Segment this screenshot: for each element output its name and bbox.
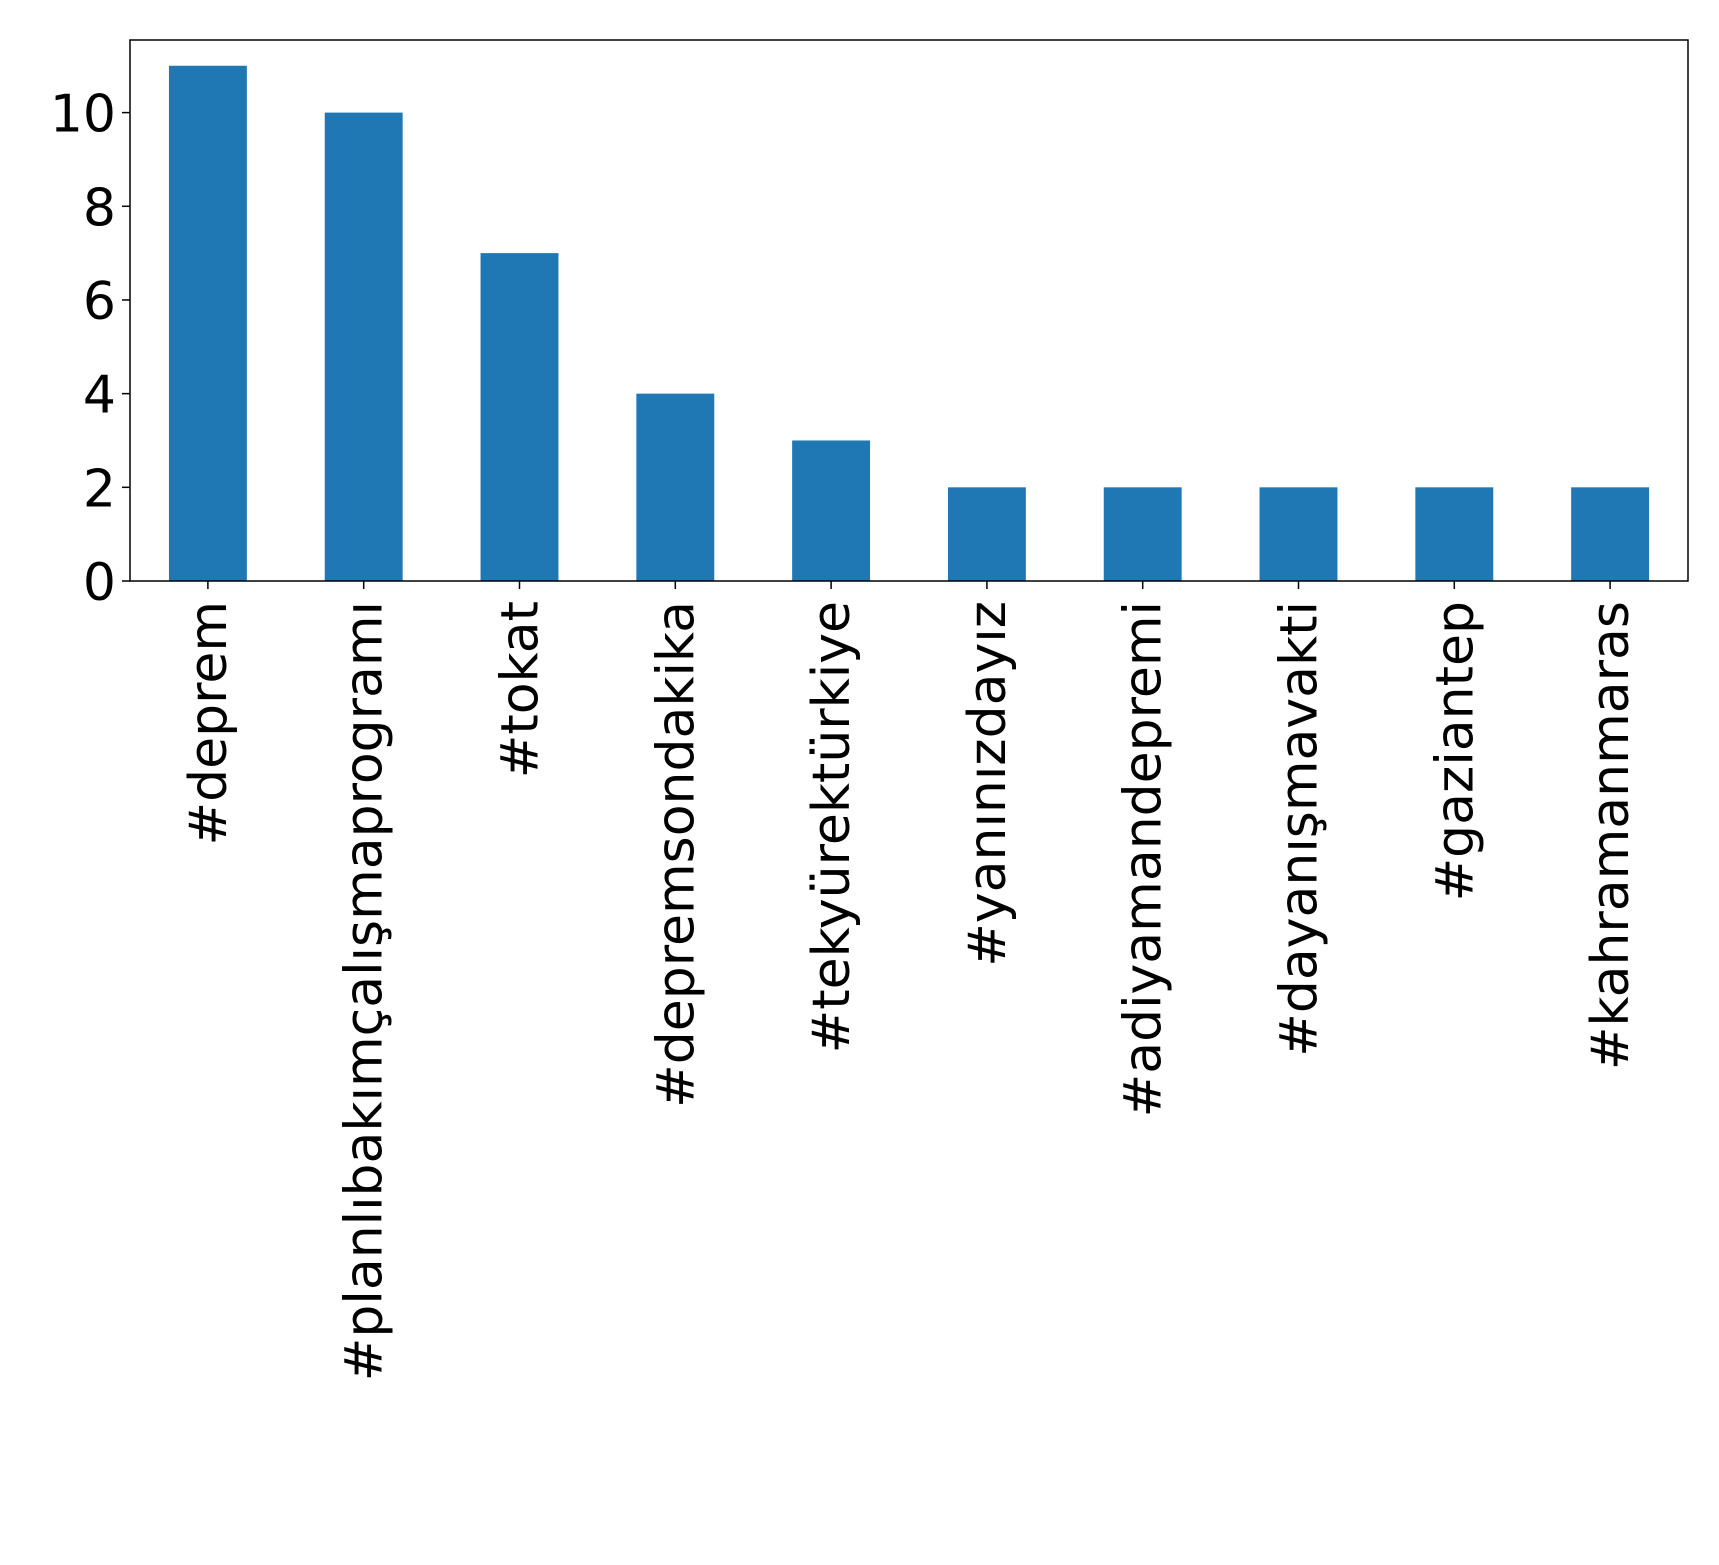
bar-7 [1259,487,1338,581]
bar-0 [168,65,247,581]
x-tick-labels: #deprem #planlıbakımçalışmaprogramı #tokat… [179,601,1641,1381]
x-tick-label-6: #adiyamandepremi [1114,601,1174,1117]
x-tick-label-1: #planlıbakımçalışmaprogramı [335,601,395,1381]
bar-9 [1571,487,1650,581]
bar-2 [480,253,559,581]
x-tick-marks [207,581,1611,589]
bar-4 [792,440,871,581]
y-tick-label-1: 2 [83,459,116,519]
bar-6 [1103,487,1182,581]
y-tick-label-5: 10 [50,85,116,145]
bar-5 [947,487,1026,581]
x-tick-label-5: #yanınızdayız [958,601,1018,967]
y-tick-label-3: 6 [83,272,116,332]
x-tick-label-3: #depremsondakika [646,601,706,1108]
bar-8 [1415,487,1494,581]
bar-3 [636,393,715,581]
y-tick-label-0: 0 [83,553,116,613]
x-tick-label-8: #gaziantep [1425,601,1485,901]
y-tick-label-2: 4 [83,366,116,426]
y-tick-marks [122,111,130,582]
plot-area-frame [129,39,1689,582]
y-tick-labels: 0 2 4 6 8 10 [50,85,116,613]
x-tick-label-9: #kahramanmaras [1581,601,1641,1070]
bar-1 [324,112,403,581]
x-tick-label-2: #tokat [491,601,551,778]
x-tick-label-7: #dayanışmavakti [1270,601,1330,1057]
y-tick-label-4: 8 [83,178,116,238]
bars-group [168,65,1650,581]
x-tick-label-4: #tekyürektürkiye [802,601,862,1053]
x-tick-label-0: #deprem [179,601,239,845]
